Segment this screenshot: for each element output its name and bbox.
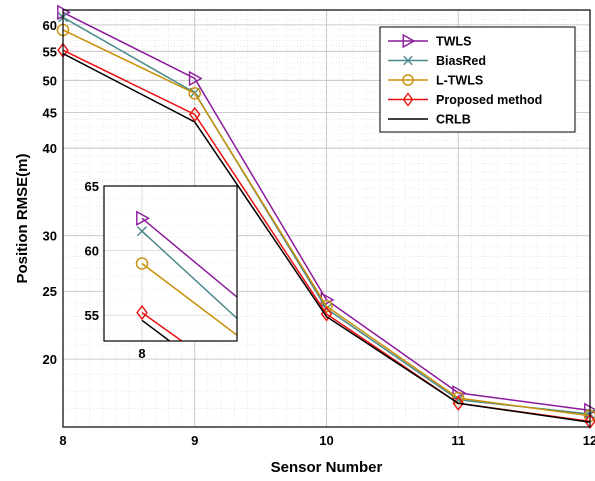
legend-label: Proposed method <box>436 93 542 107</box>
x-tick-label: 10 <box>319 433 333 448</box>
series-line <box>62 52 591 424</box>
inset-data-point <box>136 304 148 321</box>
inset-y-tick-label: 55 <box>85 308 99 323</box>
x-tick-label: 9 <box>191 433 198 448</box>
main-series <box>56 4 595 430</box>
y-tick-label: 30 <box>43 229 57 244</box>
x-axis-label: Sensor Number <box>271 459 383 476</box>
inset-y-tick-label: 60 <box>85 244 99 259</box>
y-tick-label: 20 <box>43 352 57 367</box>
inset-series <box>135 210 237 341</box>
inset-series-line <box>141 217 237 299</box>
legend-label: BiasRed <box>436 54 486 68</box>
inset-series-line <box>141 311 184 341</box>
data-point <box>452 385 467 401</box>
data-point <box>57 4 71 21</box>
y-tick-label: 25 <box>43 284 57 299</box>
inset-data-point <box>135 257 149 270</box>
inset-series-line <box>141 319 171 341</box>
series-twls <box>57 4 595 419</box>
legend-label: L-TWLS <box>436 74 483 88</box>
inset-frame <box>103 185 238 342</box>
y-tick-label: 40 <box>43 141 57 156</box>
legend-entry: TWLS <box>388 33 471 49</box>
series-line <box>62 11 591 412</box>
y-tick-label: 55 <box>43 44 57 59</box>
legend-entry: Proposed method <box>388 92 542 107</box>
x-tick-label: 12 <box>583 433 595 448</box>
inset-data-point <box>136 210 150 226</box>
inset-series-line <box>141 230 237 320</box>
inset-series-line <box>141 262 237 337</box>
data-point <box>584 413 595 430</box>
legend: TWLS BiasRed L-TWLS Proposed method CRLB <box>379 26 576 133</box>
y-tick-label: 60 <box>43 18 57 33</box>
series-crlb <box>62 52 591 424</box>
legend-marker <box>403 55 413 66</box>
inset-zoom: 55 60 65 8 <box>85 179 238 361</box>
legend-entry: CRLB <box>388 113 471 127</box>
legend-label: TWLS <box>436 35 471 49</box>
inset-x-tick-label: 8 <box>138 346 145 361</box>
main-tick-labels: 8 9 10 11 12 20 25 30 40 45 50 55 60 <box>43 18 595 448</box>
y-axis-label: Position RMSE(m) <box>14 153 31 283</box>
inset-data-point <box>136 226 148 237</box>
legend-marker <box>402 33 416 49</box>
y-tick-label: 50 <box>43 73 57 88</box>
legend-marker <box>402 74 414 86</box>
series-line <box>62 29 591 417</box>
data-point <box>188 70 203 87</box>
legend-label: CRLB <box>436 113 471 127</box>
x-tick-label: 8 <box>59 433 66 448</box>
legend-entry: L-TWLS <box>388 74 483 88</box>
plot-frame <box>62 9 591 428</box>
x-tick-label: 11 <box>451 433 465 448</box>
data-point <box>188 87 201 100</box>
data-point <box>189 106 201 123</box>
inset-y-tick-label: 65 <box>85 179 99 194</box>
legend-marker <box>402 92 414 107</box>
legend-entry: BiasRed <box>388 54 486 68</box>
y-tick-label: 45 <box>43 105 57 120</box>
